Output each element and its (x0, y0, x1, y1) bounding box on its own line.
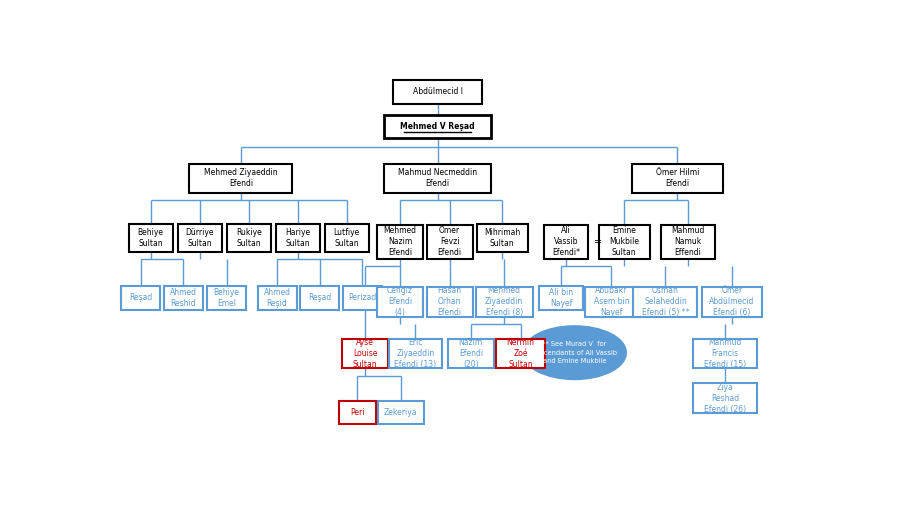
FancyBboxPatch shape (427, 287, 473, 317)
Text: Osman
Selaheddin
Efendi (5) **: Osman Selaheddin Efendi (5) ** (641, 286, 689, 317)
Text: Mahmud Necmeddin
Efendi: Mahmud Necmeddin Efendi (398, 168, 477, 188)
FancyBboxPatch shape (544, 225, 588, 259)
Text: Cengiz
Efendi
(4): Cengiz Efendi (4) (387, 286, 413, 317)
Text: ** See Murad V  for
descendants of Ali Vassib
and Emine Mukbile: ** See Murad V for descendants of Ali Va… (532, 341, 617, 364)
FancyBboxPatch shape (343, 286, 382, 309)
Text: Behiye
Emel: Behiye Emel (213, 288, 240, 308)
FancyBboxPatch shape (584, 287, 638, 317)
Text: Mehmed V Reşad: Mehmed V Reşad (400, 122, 474, 131)
Text: Mahmud
Francis
Efendi (15): Mahmud Francis Efendi (15) (704, 338, 746, 369)
Text: Nazim
Efendi
(20): Nazim Efendi (20) (459, 338, 483, 369)
FancyBboxPatch shape (164, 286, 202, 309)
Text: Mehmed
Ziyaeddin
Efendi (8): Mehmed Ziyaeddin Efendi (8) (485, 286, 523, 317)
Text: Mihrimah
Sultan: Mihrimah Sultan (484, 228, 520, 248)
Text: Mehmed Ziyaeddin
Efendi: Mehmed Ziyaeddin Efendi (204, 168, 278, 188)
FancyBboxPatch shape (384, 163, 492, 193)
FancyBboxPatch shape (476, 224, 528, 252)
FancyBboxPatch shape (693, 339, 757, 368)
FancyBboxPatch shape (324, 224, 368, 252)
Text: Ayse
Louise
Sultan: Ayse Louise Sultan (353, 338, 377, 369)
FancyBboxPatch shape (632, 163, 723, 193)
Text: Nermin
Zoé
Sultan: Nermin Zoé Sultan (507, 338, 535, 369)
FancyBboxPatch shape (190, 163, 292, 193)
Text: Hariye
Sultan: Hariye Sultan (285, 228, 311, 248)
FancyBboxPatch shape (377, 401, 424, 424)
Text: Reşad: Reşad (308, 293, 332, 302)
Text: Ali
Vassib
Efendi*: Ali Vassib Efendi* (552, 226, 580, 258)
FancyBboxPatch shape (342, 339, 388, 368)
FancyBboxPatch shape (427, 225, 473, 259)
Text: Perizad: Perizad (348, 293, 376, 302)
Text: Mahmud
Namuk
Effendi: Mahmud Namuk Effendi (671, 226, 704, 258)
Text: =: = (594, 237, 602, 247)
Text: Mehmed
Nazim
Efendi: Mehmed Nazim Efendi (384, 226, 417, 258)
FancyBboxPatch shape (385, 115, 491, 139)
Text: Peri: Peri (350, 408, 365, 417)
FancyBboxPatch shape (300, 286, 339, 309)
Text: Hasan
Orhan
Efendi: Hasan Orhan Efendi (438, 286, 462, 317)
FancyBboxPatch shape (257, 286, 297, 309)
FancyBboxPatch shape (376, 225, 423, 259)
Text: Behiye
Sultan: Behiye Sultan (137, 228, 164, 248)
Text: Zekeriya: Zekeriya (384, 408, 418, 417)
FancyBboxPatch shape (693, 384, 757, 413)
FancyBboxPatch shape (496, 339, 545, 368)
Ellipse shape (523, 326, 626, 379)
Text: Ahmed
Reshid: Ahmed Reshid (169, 288, 197, 308)
Text: Eric
Ziyaeddin
Efendi (13): Eric Ziyaeddin Efendi (13) (395, 338, 437, 369)
Text: Rukiye
Sultan: Rukiye Sultan (235, 228, 262, 248)
Text: Reşad: Reşad (129, 293, 152, 302)
FancyBboxPatch shape (121, 286, 160, 309)
FancyBboxPatch shape (539, 286, 583, 309)
FancyBboxPatch shape (448, 339, 494, 368)
Text: Ömer Hilmi
Efendi: Ömer Hilmi Efendi (656, 168, 699, 188)
FancyBboxPatch shape (661, 225, 714, 259)
FancyBboxPatch shape (599, 225, 649, 259)
FancyBboxPatch shape (276, 224, 320, 252)
Text: Dürriye
Sultan: Dürriye Sultan (185, 228, 214, 248)
FancyBboxPatch shape (128, 224, 173, 252)
Text: Emine
Mukbile
Sultan: Emine Mukbile Sultan (609, 226, 639, 258)
FancyBboxPatch shape (339, 401, 376, 424)
Text: Ömer
Abdülmecid
Efendi (6): Ömer Abdülmecid Efendi (6) (709, 286, 755, 317)
FancyBboxPatch shape (226, 224, 271, 252)
Text: Ali bin
Nayef: Ali bin Nayef (549, 288, 573, 308)
FancyBboxPatch shape (634, 287, 697, 317)
Text: Abubakr
Asem bin
Nayef: Abubakr Asem bin Nayef (594, 286, 629, 317)
Text: Ahmed
Reşid: Ahmed Reşid (264, 288, 290, 308)
Text: Lutfiye
Sultan: Lutfiye Sultan (333, 228, 360, 248)
Text: Ömer
Fevzi
Efendi: Ömer Fevzi Efendi (438, 226, 462, 258)
FancyBboxPatch shape (207, 286, 246, 309)
FancyBboxPatch shape (475, 287, 532, 317)
Text: Ziya
Reshad
Efendi (26): Ziya Reshad Efendi (26) (704, 382, 746, 414)
Text: Abdülmecid I: Abdülmecid I (412, 87, 463, 96)
FancyBboxPatch shape (702, 287, 762, 317)
FancyBboxPatch shape (389, 339, 442, 368)
FancyBboxPatch shape (376, 287, 423, 317)
FancyBboxPatch shape (393, 80, 482, 104)
FancyBboxPatch shape (178, 224, 222, 252)
